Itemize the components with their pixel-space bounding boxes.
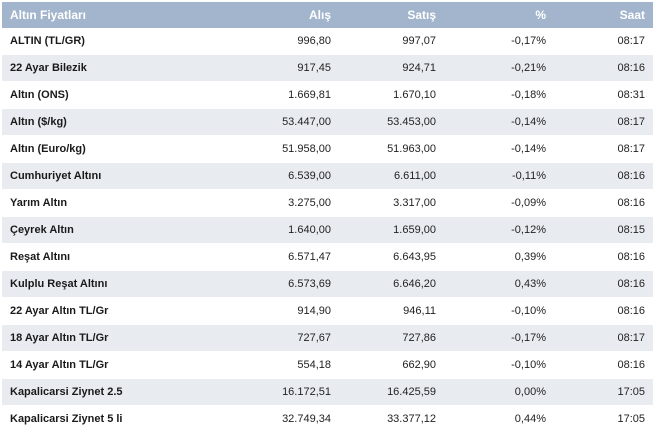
cell-change-percent: 0,43% xyxy=(444,270,554,298)
cell-buy: 917,45 xyxy=(202,54,339,82)
table-row: 22 Ayar Altın TL/Gr 914,90 946,11 -0,10% 08:… xyxy=(2,297,653,325)
cell-time: 08:16 xyxy=(554,54,653,82)
cell-buy: 727,67 xyxy=(202,324,339,352)
cell-change-percent: -0,18% xyxy=(444,81,554,109)
table-row: 14 Ayar Altın TL/Gr 554,18 662,90 -0,10% 08:… xyxy=(2,351,653,379)
cell-sell: 946,11 xyxy=(339,297,444,325)
header-change-percent: % xyxy=(444,2,554,28)
cell-buy: 16.172,51 xyxy=(202,378,339,406)
cell-name: 18 Ayar Altın TL/Gr xyxy=(2,324,202,352)
table-row: Altın (ONS) 1.669,81 1.670,10 -0,18% 08:31 xyxy=(2,81,653,109)
cell-change-percent: -0,14% xyxy=(444,135,554,163)
cell-name: Yarım Altın xyxy=(2,189,202,217)
cell-sell: 51.963,00 xyxy=(339,135,444,163)
cell-name: Altın ($/kg) xyxy=(2,108,202,136)
cell-name: 22 Ayar Altın TL/Gr xyxy=(2,297,202,325)
table-row: Altın ($/kg) 53.447,00 53.453,00 -0,14% 08:1… xyxy=(2,108,653,136)
table-row: Çeyrek Altın 1.640,00 1.659,00 -0,12% 08:15 xyxy=(2,216,653,244)
cell-change-percent: -0,10% xyxy=(444,297,554,325)
cell-buy: 996,80 xyxy=(202,28,339,55)
cell-time: 08:31 xyxy=(554,81,653,109)
cell-sell: 6.611,00 xyxy=(339,162,444,190)
cell-buy: 53.447,00 xyxy=(202,108,339,136)
cell-change-percent: -0,10% xyxy=(444,351,554,379)
table-row: 18 Ayar Altın TL/Gr 727,67 727,86 -0,17% 08:… xyxy=(2,324,653,352)
cell-sell: 6.643,95 xyxy=(339,243,444,271)
table-row: ALTIN (TL/GR) 996,80 997,07 -0,17% 08:17 xyxy=(2,28,653,55)
cell-time: 08:15 xyxy=(554,216,653,244)
cell-name: Altın (Euro/kg) xyxy=(2,135,202,163)
cell-sell: 1.670,10 xyxy=(339,81,444,109)
cell-change-percent: -0,12% xyxy=(444,216,554,244)
table-row: Cumhuriyet Altını 6.539,00 6.611,00 -0,11% 0… xyxy=(2,162,653,190)
cell-time: 08:17 xyxy=(554,324,653,352)
cell-name: ALTIN (TL/GR) xyxy=(2,28,202,55)
table-row: Kulplu Reşat Altını 6.573,69 6.646,20 0,43%… xyxy=(2,270,653,298)
cell-sell: 33.377,12 xyxy=(339,405,444,433)
cell-name: 14 Ayar Altın TL/Gr xyxy=(2,351,202,379)
cell-name: Kapalicarsi Ziynet 5 li xyxy=(2,405,202,433)
cell-change-percent: -0,21% xyxy=(444,54,554,82)
cell-sell: 924,71 xyxy=(339,54,444,82)
cell-buy: 51.958,00 xyxy=(202,135,339,163)
cell-sell: 53.453,00 xyxy=(339,108,444,136)
cell-change-percent: -0,09% xyxy=(444,189,554,217)
cell-sell: 16.425,59 xyxy=(339,378,444,406)
cell-name: Çeyrek Altın xyxy=(2,216,202,244)
table-row: Kapalicarsi Ziynet 2.5 16.172,51 16.425,59… xyxy=(2,378,653,406)
cell-time: 08:16 xyxy=(554,162,653,190)
table-header-row: Altın Fiyatları Alış Satış % Saat xyxy=(2,2,653,28)
cell-change-percent: 0,00% xyxy=(444,378,554,406)
cell-name: Altın (ONS) xyxy=(2,81,202,109)
cell-buy: 32.749,34 xyxy=(202,405,339,433)
cell-sell: 1.659,00 xyxy=(339,216,444,244)
cell-buy: 1.669,81 xyxy=(202,81,339,109)
cell-change-percent: -0,17% xyxy=(444,28,554,55)
cell-name: 22 Ayar Bilezik xyxy=(2,54,202,82)
cell-sell: 3.317,00 xyxy=(339,189,444,217)
cell-sell: 662,90 xyxy=(339,351,444,379)
table-row: 22 Ayar Bilezik 917,45 924,71 -0,21% 08:16 xyxy=(2,54,653,82)
cell-buy: 3.275,00 xyxy=(202,189,339,217)
cell-sell: 997,07 xyxy=(339,28,444,55)
cell-buy: 914,90 xyxy=(202,297,339,325)
cell-time: 08:16 xyxy=(554,270,653,298)
cell-time: 08:16 xyxy=(554,351,653,379)
cell-buy: 6.573,69 xyxy=(202,270,339,298)
cell-sell: 6.646,20 xyxy=(339,270,444,298)
header-sell: Satış xyxy=(339,2,444,28)
cell-change-percent: 0,44% xyxy=(444,405,554,433)
cell-time: 17:05 xyxy=(554,378,653,406)
cell-name: Kulplu Reşat Altını xyxy=(2,270,202,298)
cell-time: 08:17 xyxy=(554,108,653,136)
table-row: Altın (Euro/kg) 51.958,00 51.963,00 -0,14% 0… xyxy=(2,135,653,163)
cell-time: 08:16 xyxy=(554,297,653,325)
header-gold-prices: Altın Fiyatları xyxy=(2,2,202,28)
cell-buy: 6.539,00 xyxy=(202,162,339,190)
table-row: Yarım Altın 3.275,00 3.317,00 -0,09% 08:16 xyxy=(2,189,653,217)
cell-sell: 727,86 xyxy=(339,324,444,352)
table-row: Kapalicarsi Ziynet 5 li 32.749,34 33.377,1… xyxy=(2,405,653,433)
cell-change-percent: -0,14% xyxy=(444,108,554,136)
table-row: Reşat Altını 6.571,47 6.643,95 0,39% 08:16 xyxy=(2,243,653,271)
cell-buy: 1.640,00 xyxy=(202,216,339,244)
cell-buy: 554,18 xyxy=(202,351,339,379)
cell-time: 08:16 xyxy=(554,243,653,271)
cell-time: 08:17 xyxy=(554,135,653,163)
cell-time: 17:05 xyxy=(554,405,653,433)
cell-change-percent: -0,17% xyxy=(444,324,554,352)
table-body: ALTIN (TL/GR) 996,80 997,07 -0,17% 08:17 22 A… xyxy=(2,28,653,433)
header-buy: Alış xyxy=(202,2,339,28)
cell-change-percent: 0,39% xyxy=(444,243,554,271)
cell-buy: 6.571,47 xyxy=(202,243,339,271)
cell-change-percent: -0,11% xyxy=(444,162,554,190)
cell-time: 08:17 xyxy=(554,28,653,55)
cell-time: 08:16 xyxy=(554,189,653,217)
cell-name: Kapalicarsi Ziynet 2.5 xyxy=(2,378,202,406)
cell-name: Cumhuriyet Altını xyxy=(2,162,202,190)
cell-name: Reşat Altını xyxy=(2,243,202,271)
header-time: Saat xyxy=(554,2,653,28)
